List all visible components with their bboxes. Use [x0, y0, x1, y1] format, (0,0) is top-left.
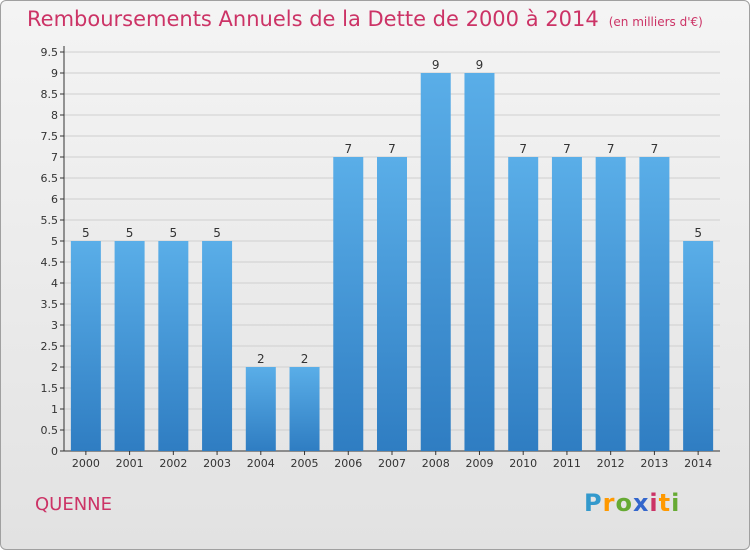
x-tick-label: 2013	[640, 457, 668, 470]
x-tick-label: 2005	[291, 457, 319, 470]
x-tick-label: 2000	[72, 457, 100, 470]
data-label: 7	[651, 142, 659, 156]
bar	[595, 157, 626, 451]
x-tick-label: 2008	[422, 457, 450, 470]
x-tick-label: 2006	[334, 457, 362, 470]
y-tick-label: 4.5	[41, 256, 59, 269]
data-label: 7	[344, 142, 352, 156]
bar	[420, 73, 451, 451]
x-tick-label: 2003	[203, 457, 231, 470]
bar	[70, 241, 101, 451]
y-tick-label: 6.5	[41, 172, 59, 185]
y-tick-label: 9	[51, 67, 58, 80]
x-tick-label: 2010	[509, 457, 537, 470]
data-label: 2	[301, 352, 309, 366]
data-label: 5	[126, 226, 134, 240]
y-tick-label: 2	[51, 361, 58, 374]
data-label: 9	[432, 58, 440, 72]
y-tick-label: 8	[51, 109, 58, 122]
y-tick-label: 5.5	[41, 214, 59, 227]
data-label: 5	[213, 226, 221, 240]
logo-letter: P	[584, 489, 603, 517]
y-tick-label: 7.5	[41, 130, 59, 143]
data-label: 5	[694, 226, 702, 240]
y-tick-label: 7	[51, 151, 58, 164]
chart-title: Remboursements Annuels de la Dette de 20…	[27, 7, 703, 31]
data-label: 7	[607, 142, 615, 156]
town-name: QUENNE	[35, 494, 113, 515]
bar	[508, 157, 539, 451]
x-tick-label: 2002	[159, 457, 187, 470]
x-tick-label: 2001	[116, 457, 144, 470]
bar	[114, 241, 145, 451]
bar	[245, 367, 276, 451]
y-tick-label: 0	[51, 445, 58, 458]
data-label: 5	[82, 226, 90, 240]
chart-title-main: Remboursements Annuels de la Dette de 20…	[27, 7, 599, 31]
logo-letter: o	[615, 489, 633, 517]
data-label: 5	[170, 226, 178, 240]
data-label: 9	[476, 58, 484, 72]
bar	[333, 157, 364, 451]
data-label: 7	[519, 142, 527, 156]
data-label: 7	[388, 142, 396, 156]
logo-letter: r	[602, 489, 616, 517]
x-tick-label: 2011	[553, 457, 581, 470]
y-tick-label: 3	[51, 319, 58, 332]
y-tick-label: 4	[51, 277, 58, 290]
chart-unit-note: (en milliers d'€)	[608, 15, 703, 29]
bar	[158, 241, 189, 451]
y-tick-label: 3.5	[41, 298, 59, 311]
proxiti-logo: Proxiti	[584, 489, 680, 517]
y-tick-label: 9.5	[41, 46, 59, 59]
bar	[464, 73, 495, 451]
y-tick-label: 6	[51, 193, 58, 206]
bar	[683, 241, 714, 451]
data-label: 2	[257, 352, 265, 366]
x-tick-label: 2009	[465, 457, 493, 470]
x-tick-label: 2004	[247, 457, 275, 470]
y-tick-label: 1.5	[41, 382, 59, 395]
logo-letter: t	[658, 489, 672, 517]
logo-letter: i	[649, 489, 659, 517]
y-tick-label: 2.5	[41, 340, 59, 353]
x-tick-label: 2007	[378, 457, 406, 470]
x-tick-label: 2012	[597, 457, 625, 470]
y-tick-label: 5	[51, 235, 58, 248]
y-tick-label: 8.5	[41, 88, 59, 101]
bar	[289, 367, 320, 451]
data-label: 7	[563, 142, 571, 156]
y-tick-label: 1	[51, 403, 58, 416]
bar	[551, 157, 582, 451]
bar	[202, 241, 233, 451]
logo-letter: i	[671, 489, 681, 517]
bar	[377, 157, 407, 451]
x-tick-label: 2014	[684, 457, 712, 470]
logo-letter: x	[632, 489, 650, 517]
y-tick-label: 0.5	[41, 424, 59, 437]
bar	[639, 157, 670, 451]
